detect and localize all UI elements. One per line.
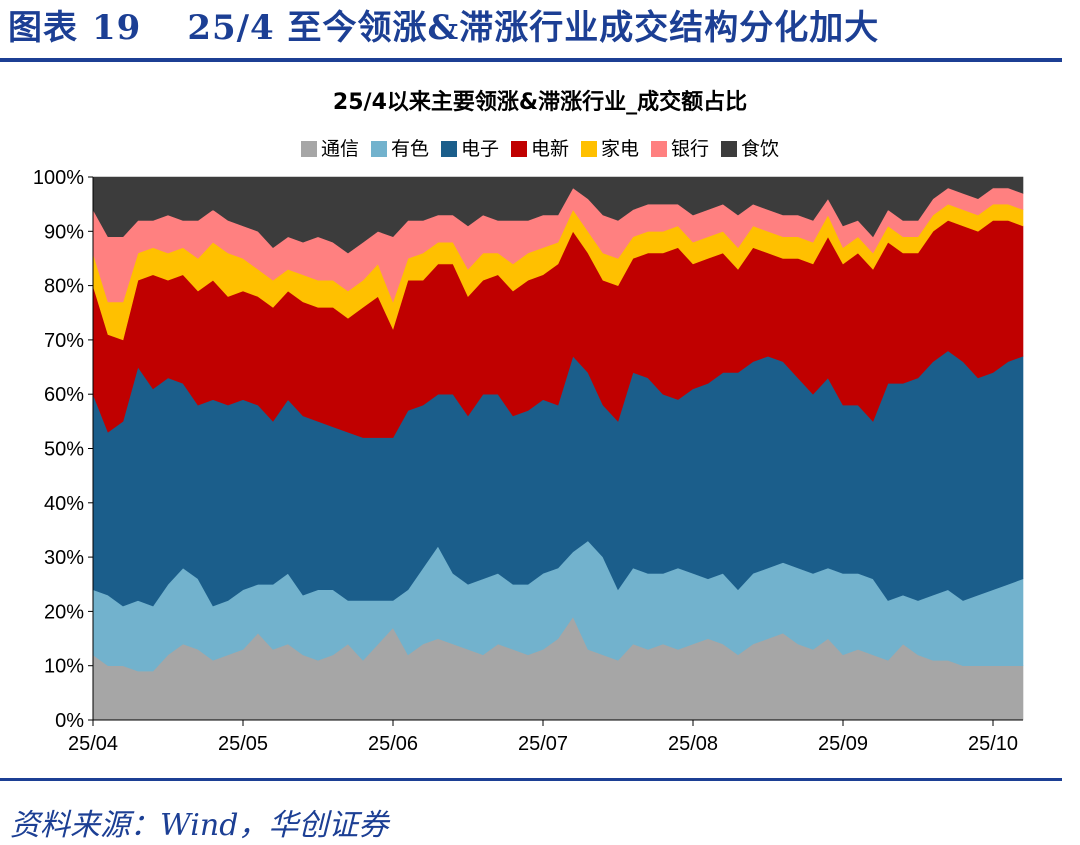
source-note: 资料来源：Wind，华创证券	[10, 808, 389, 843]
x-tick-label-6: 25/10	[968, 733, 1018, 755]
x-tick-label-3: 25/07	[518, 733, 568, 755]
y-tick-label-0: 0%	[55, 710, 84, 732]
chart-title: 25/4以来主要领涨&滞涨行业_成交额占比	[332, 90, 748, 115]
legend-label-2: 电子	[460, 138, 499, 160]
figure-title: 图表 19 25/4 至今领涨&滞涨行业成交结构分化加大	[8, 4, 879, 52]
legend-item-0: 通信	[300, 134, 359, 161]
legend-swatch-4	[581, 141, 597, 157]
legend-label-5: 银行	[671, 138, 710, 160]
legend-item-1: 有色	[370, 134, 429, 161]
legend-label-6: 食饮	[741, 138, 780, 160]
y-tick-label-8: 80%	[44, 276, 84, 298]
x-tick-label-4: 25/08	[668, 733, 718, 755]
legend-label-1: 有色	[390, 138, 429, 160]
y-tick-label-9: 90%	[44, 221, 84, 243]
legend-swatch-0	[300, 141, 317, 157]
legend-swatch-3	[510, 141, 527, 157]
legend-swatch-1	[370, 141, 387, 157]
legend-label-4: 家电	[601, 138, 640, 160]
y-tick-label-4: 40%	[44, 493, 84, 515]
legend-label-0: 通信	[320, 138, 359, 160]
legend-item-6: 食饮	[721, 134, 779, 161]
source-rule	[0, 778, 1062, 781]
legend-item-2: 电子	[440, 134, 499, 161]
y-tick-label-6: 60%	[44, 384, 84, 406]
figure-number: 19	[92, 8, 142, 48]
area-series-6	[92, 176, 1024, 254]
y-tick-label-3: 30%	[44, 547, 84, 569]
x-tick-label-2: 25/06	[368, 733, 418, 755]
y-tick-label-2: 20%	[44, 601, 84, 623]
y-tick-label-10: 100%	[33, 167, 84, 189]
legend-item-5: 银行	[651, 134, 709, 161]
figure-title-text: 25/4 至今领涨&滞涨行业成交结构分化加大	[187, 8, 880, 48]
x-tick-label-1: 25/05	[218, 733, 268, 755]
legend-item-4: 家电	[581, 134, 639, 161]
x-tick-label-5: 25/09	[818, 733, 868, 755]
chart-legend: 通信 有色 电子 电新 家电 银行 食饮	[0, 134, 1080, 161]
stacked-area-chart: 0% 10% 20% 30% 40% 50% 60% 70% 80% 90% 100% 25/04 25…	[33, 167, 1024, 755]
y-tick-label-7: 70%	[44, 330, 84, 352]
legend-item-3: 电新	[510, 134, 569, 161]
legend-swatch-6	[721, 141, 738, 157]
legend-label-3: 电新	[530, 138, 569, 160]
title-rule	[0, 58, 1062, 62]
legend-swatch-5	[651, 141, 668, 157]
x-tick-label-0: 25/04	[68, 733, 118, 755]
y-tick-label-1: 10%	[44, 656, 84, 678]
y-tick-label-5: 50%	[44, 439, 84, 461]
figure-label: 图表	[8, 8, 78, 48]
legend-swatch-2	[440, 141, 457, 157]
